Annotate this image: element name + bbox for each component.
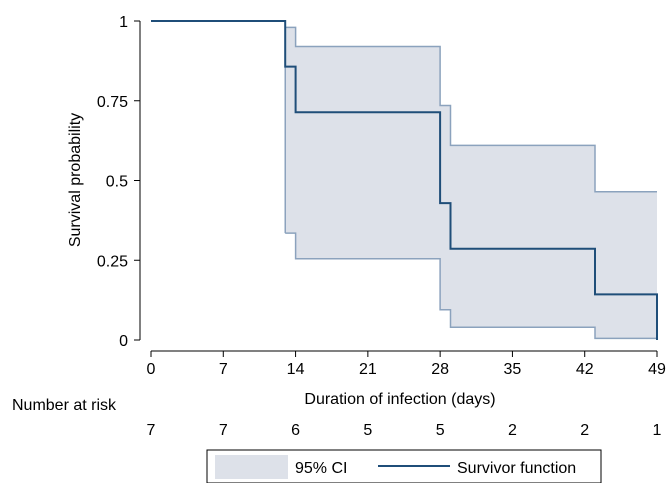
- risk-count: 7: [147, 422, 156, 439]
- ci-upper-bound: [285, 26, 657, 193]
- risk-count: 5: [363, 422, 372, 439]
- legend: 95% CI Survivor function: [206, 449, 602, 483]
- y-tick-label: 0.75: [97, 94, 128, 111]
- x-tick-label: 14: [287, 361, 305, 378]
- x-axis-ticks: 0 7 14 21 28 35 42 49: [147, 351, 666, 378]
- risk-count: 2: [580, 422, 589, 439]
- risk-count: 6: [291, 422, 300, 439]
- y-tick-label: 0: [119, 333, 128, 350]
- x-tick-label: 0: [147, 361, 156, 378]
- confidence-band-layer: [284, 26, 657, 340]
- risk-count: 1: [653, 422, 662, 439]
- risk-count: 2: [508, 422, 517, 439]
- y-tick-label: 1: [119, 14, 128, 31]
- risk-count: 7: [219, 422, 228, 439]
- legend-survivor-label: Survivor function: [457, 460, 576, 477]
- x-tick-label: 21: [359, 361, 377, 378]
- ci-lower-bound: [285, 232, 657, 340]
- risk-table-label: Number at risk: [12, 397, 117, 414]
- legend-ci-label: 95% CI: [295, 460, 347, 477]
- x-tick-label: 49: [648, 361, 666, 378]
- x-tick-label: 35: [504, 361, 522, 378]
- x-axis-title: Duration of infection (days): [304, 391, 495, 408]
- x-tick-label: 7: [219, 361, 228, 378]
- y-tick-label: 0.25: [97, 253, 128, 270]
- y-tick-label: 0.5: [106, 174, 128, 191]
- x-tick-label: 42: [576, 361, 594, 378]
- y-axis-title: Survival probability: [67, 113, 84, 247]
- y-axis-ticks: 0 0.25 0.5 0.75 1: [97, 14, 140, 350]
- x-tick-label: 28: [431, 361, 449, 378]
- survivor-curve-layer: [151, 20, 658, 340]
- ci-band-fill: [285, 27, 657, 339]
- risk-table-values: 7 7 6 5 5 2 2 1: [147, 422, 662, 439]
- survivor-function-line: [151, 20, 658, 340]
- risk-count: 5: [436, 422, 445, 439]
- legend-ci-swatch: [215, 455, 288, 479]
